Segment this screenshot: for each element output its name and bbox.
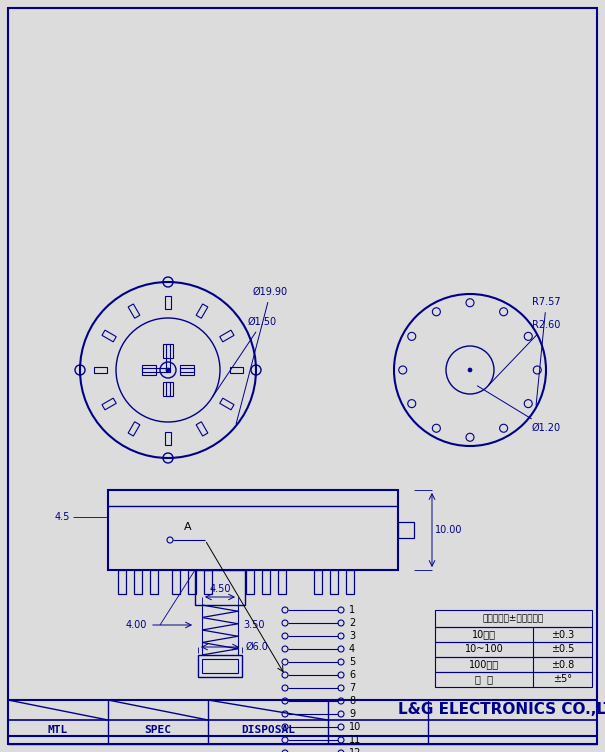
Text: 10~100: 10~100 [465,644,503,654]
Text: 6: 6 [349,670,355,680]
Bar [435,657,592,672]
Bar [346,570,354,594]
Text: Ø1.50: Ø1.50 [212,317,277,398]
Bar [278,570,286,594]
Text: 5: 5 [349,657,355,667]
Bar [102,330,116,342]
Text: DISPOSAL: DISPOSAL [241,725,295,735]
Bar [220,330,234,342]
Bar [108,490,398,570]
Bar [435,627,592,642]
Bar [165,296,171,308]
Bar [180,368,194,372]
Text: A: A [184,522,191,532]
Text: 3.50: 3.50 [243,620,264,630]
Text: 11: 11 [349,735,361,745]
Bar [262,570,270,594]
Text: R7.57: R7.57 [532,297,561,405]
Text: 4.00: 4.00 [126,620,147,630]
Text: 4.50: 4.50 [209,584,231,594]
Text: ±0.3: ±0.3 [551,629,574,639]
Text: 10: 10 [349,722,361,732]
Bar [398,522,414,538]
Text: ±0.8: ±0.8 [551,660,574,669]
Text: 10以下: 10以下 [472,629,496,639]
Bar [314,570,322,594]
Text: 12: 12 [349,748,361,752]
Bar [94,367,106,373]
Text: ±5°: ±5° [553,675,572,684]
Bar [246,570,254,594]
Text: 7: 7 [349,683,355,693]
Bar [435,642,592,657]
Bar [172,570,180,594]
Text: SPEC: SPEC [145,725,171,735]
Bar [165,432,171,444]
Bar [142,368,170,372]
Text: 4.5: 4.5 [54,511,70,522]
Circle shape [468,368,472,372]
Bar [198,655,242,677]
Bar [128,304,140,318]
Bar [435,672,592,687]
Bar [196,304,208,318]
Text: Ø1.20: Ø1.20 [477,386,561,433]
Text: 8: 8 [349,696,355,706]
Text: MTL: MTL [48,725,68,735]
Bar [330,570,338,594]
Text: 100以上: 100以上 [469,660,499,669]
Text: 角  度: 角 度 [475,675,493,684]
Text: 10.00: 10.00 [435,525,462,535]
Bar [166,344,170,372]
Bar [128,422,140,436]
Text: 1: 1 [349,605,355,615]
Bar [435,610,592,627]
Text: 4: 4 [349,644,355,654]
Bar [220,398,234,410]
Text: L&G ELECTRONICS CO.,LTD: L&G ELECTRONICS CO.,LTD [397,702,605,717]
Text: 未指定容許±尺寸之公差: 未指定容許±尺寸之公差 [483,614,544,623]
Bar [166,382,170,396]
Text: Ø6.0: Ø6.0 [246,642,269,652]
Text: Ø19.90: Ø19.90 [236,287,288,424]
Text: 3: 3 [349,631,355,641]
Bar [204,570,212,594]
Text: 2: 2 [349,618,355,628]
Text: R2.60: R2.60 [489,320,560,385]
Circle shape [166,368,170,372]
Bar [196,422,208,436]
Bar [118,570,126,594]
Text: 9: 9 [349,709,355,719]
Bar [134,570,142,594]
Bar [188,570,196,594]
Bar [102,398,116,410]
Bar [150,570,158,594]
Bar [202,659,238,673]
Bar [229,367,243,373]
Text: ±0.5: ±0.5 [551,644,574,654]
Bar [195,570,245,605]
